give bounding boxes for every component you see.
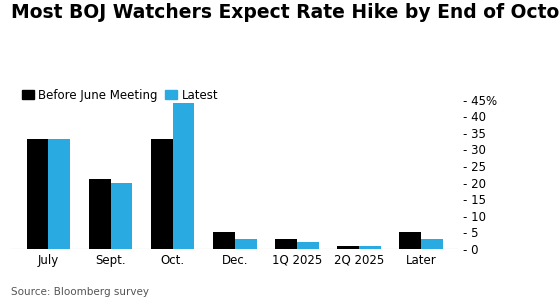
Bar bbox=[421, 239, 443, 249]
Bar bbox=[359, 246, 381, 249]
Bar bbox=[275, 239, 297, 249]
Bar bbox=[27, 140, 49, 249]
Text: Source: Bloomberg survey: Source: Bloomberg survey bbox=[11, 287, 149, 297]
Bar bbox=[235, 239, 257, 249]
Text: Most BOJ Watchers Expect Rate Hike by End of October: Most BOJ Watchers Expect Rate Hike by En… bbox=[11, 3, 559, 22]
Bar bbox=[49, 140, 70, 249]
Bar bbox=[151, 140, 173, 249]
Bar bbox=[173, 103, 195, 249]
Bar bbox=[399, 232, 421, 249]
Bar bbox=[297, 242, 319, 249]
Legend: Before June Meeting, Latest: Before June Meeting, Latest bbox=[17, 84, 223, 106]
Bar bbox=[213, 232, 235, 249]
Bar bbox=[337, 246, 359, 249]
Bar bbox=[89, 179, 111, 249]
Bar bbox=[111, 183, 132, 249]
